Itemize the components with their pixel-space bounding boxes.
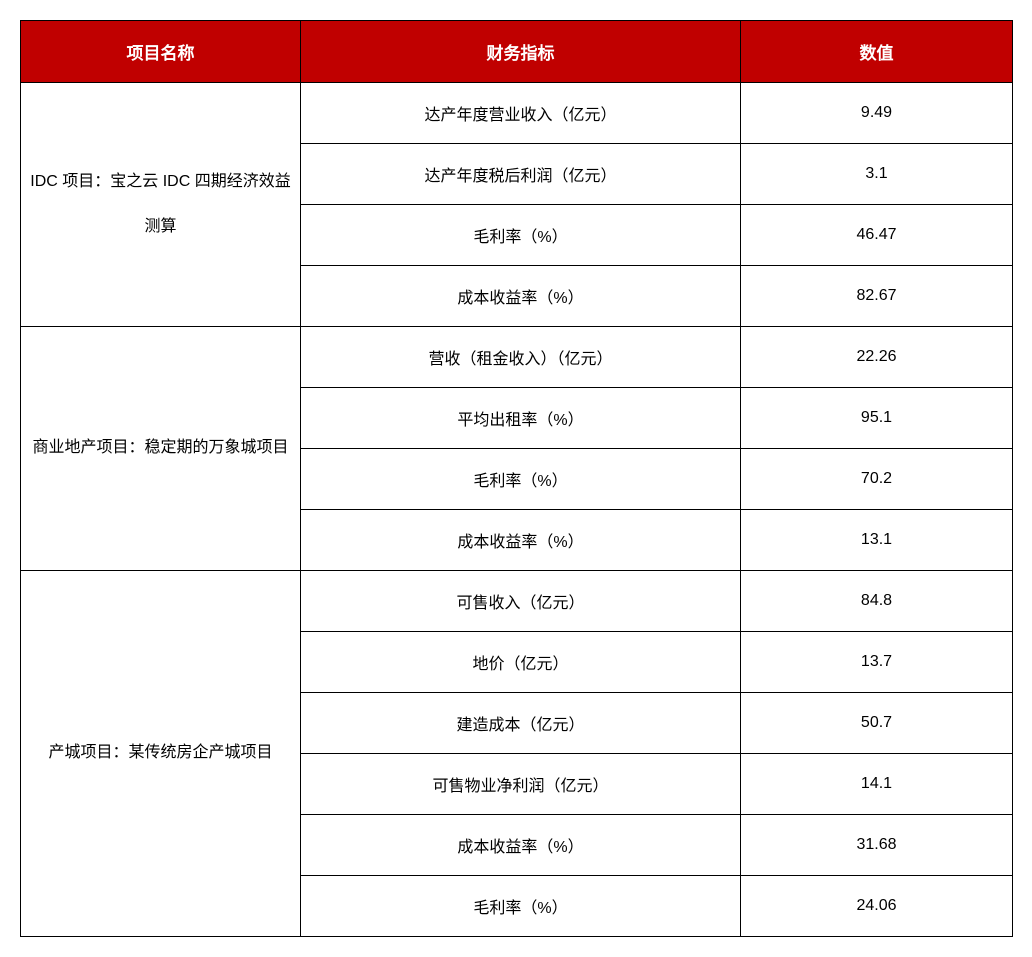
- financial-table: 项目名称 财务指标 数值 IDC 项目：宝之云 IDC 四期经济效益测算达产年度…: [20, 20, 1013, 937]
- table-header-row: 项目名称 财务指标 数值: [21, 21, 1013, 83]
- metric-cell: 毛利率（%）: [301, 876, 741, 937]
- metric-cell: 成本收益率（%）: [301, 510, 741, 571]
- value-cell: 50.7: [741, 693, 1013, 754]
- metric-cell: 毛利率（%）: [301, 449, 741, 510]
- metric-cell: 地价（亿元）: [301, 632, 741, 693]
- col-header-project: 项目名称: [21, 21, 301, 83]
- value-cell: 24.06: [741, 876, 1013, 937]
- value-cell: 31.68: [741, 815, 1013, 876]
- metric-cell: 达产年度税后利润（亿元）: [301, 144, 741, 205]
- value-cell: 82.67: [741, 266, 1013, 327]
- value-cell: 46.47: [741, 205, 1013, 266]
- value-cell: 22.26: [741, 327, 1013, 388]
- project-name-cell: IDC 项目：宝之云 IDC 四期经济效益测算: [21, 83, 301, 327]
- metric-cell: 建造成本（亿元）: [301, 693, 741, 754]
- metric-cell: 平均出租率（%）: [301, 388, 741, 449]
- metric-cell: 成本收益率（%）: [301, 266, 741, 327]
- col-header-value: 数值: [741, 21, 1013, 83]
- value-cell: 3.1: [741, 144, 1013, 205]
- metric-cell: 毛利率（%）: [301, 205, 741, 266]
- value-cell: 84.8: [741, 571, 1013, 632]
- project-name-cell: 产城项目：某传统房企产城项目: [21, 571, 301, 937]
- table-row: 产城项目：某传统房企产城项目可售收入（亿元）84.8: [21, 571, 1013, 632]
- metric-cell: 成本收益率（%）: [301, 815, 741, 876]
- value-cell: 9.49: [741, 83, 1013, 144]
- col-header-metric: 财务指标: [301, 21, 741, 83]
- metric-cell: 营收（租金收入）（亿元）: [301, 327, 741, 388]
- project-name-cell: 商业地产项目：稳定期的万象城项目: [21, 327, 301, 571]
- metric-cell: 达产年度营业收入（亿元）: [301, 83, 741, 144]
- value-cell: 95.1: [741, 388, 1013, 449]
- value-cell: 13.1: [741, 510, 1013, 571]
- metric-cell: 可售收入（亿元）: [301, 571, 741, 632]
- value-cell: 70.2: [741, 449, 1013, 510]
- value-cell: 13.7: [741, 632, 1013, 693]
- table-body: IDC 项目：宝之云 IDC 四期经济效益测算达产年度营业收入（亿元）9.49达…: [21, 83, 1013, 937]
- table-row: IDC 项目：宝之云 IDC 四期经济效益测算达产年度营业收入（亿元）9.49: [21, 83, 1013, 144]
- metric-cell: 可售物业净利润（亿元）: [301, 754, 741, 815]
- table-row: 商业地产项目：稳定期的万象城项目营收（租金收入）（亿元）22.26: [21, 327, 1013, 388]
- value-cell: 14.1: [741, 754, 1013, 815]
